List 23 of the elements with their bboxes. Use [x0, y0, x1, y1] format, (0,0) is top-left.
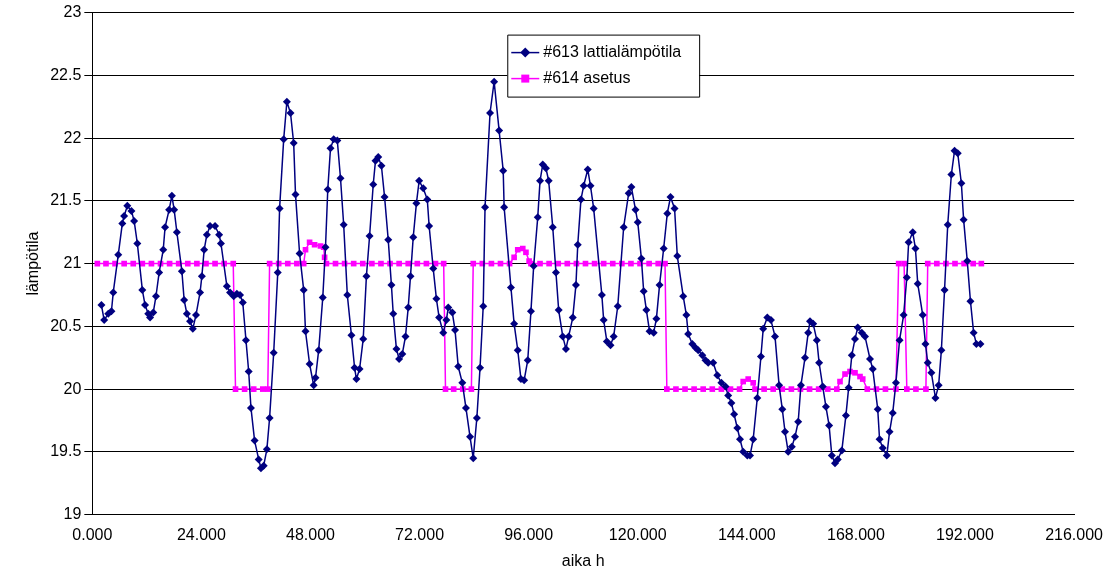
x-tick-label: 120.000	[608, 525, 667, 543]
x-tick-label: 144.000	[717, 525, 776, 543]
y-tick-label: 19.5	[50, 442, 82, 460]
y-axis-title: lämpötila	[24, 231, 42, 296]
y-tick-label: 22.5	[50, 65, 82, 83]
x-tick-label: 168.000	[827, 525, 885, 543]
y-tick-label: 23	[63, 3, 82, 21]
y-tick-label: 20.5	[50, 316, 82, 334]
y-tick-label: 21	[63, 254, 82, 272]
y-tick-label: 22	[63, 128, 82, 146]
y-tick-label: 20	[63, 379, 82, 397]
legend-label: #614 asetus	[543, 69, 631, 87]
x-axis-title: aika h	[561, 551, 605, 569]
x-tick-label: 72.000	[395, 525, 445, 543]
legend-label: #613 lattialämpötila	[543, 43, 682, 61]
y-tick-label: 21.5	[50, 191, 82, 209]
x-tick-label: 24.000	[176, 525, 226, 543]
y-tick-label: 19	[63, 505, 82, 523]
x-tick-label: 192.000	[936, 525, 995, 543]
x-tick-label: 96.000	[504, 525, 554, 543]
x-tick-label: 216.000	[1045, 525, 1104, 543]
x-tick-label: 48.000	[286, 525, 336, 543]
x-tick-label: 0.000	[72, 525, 113, 543]
